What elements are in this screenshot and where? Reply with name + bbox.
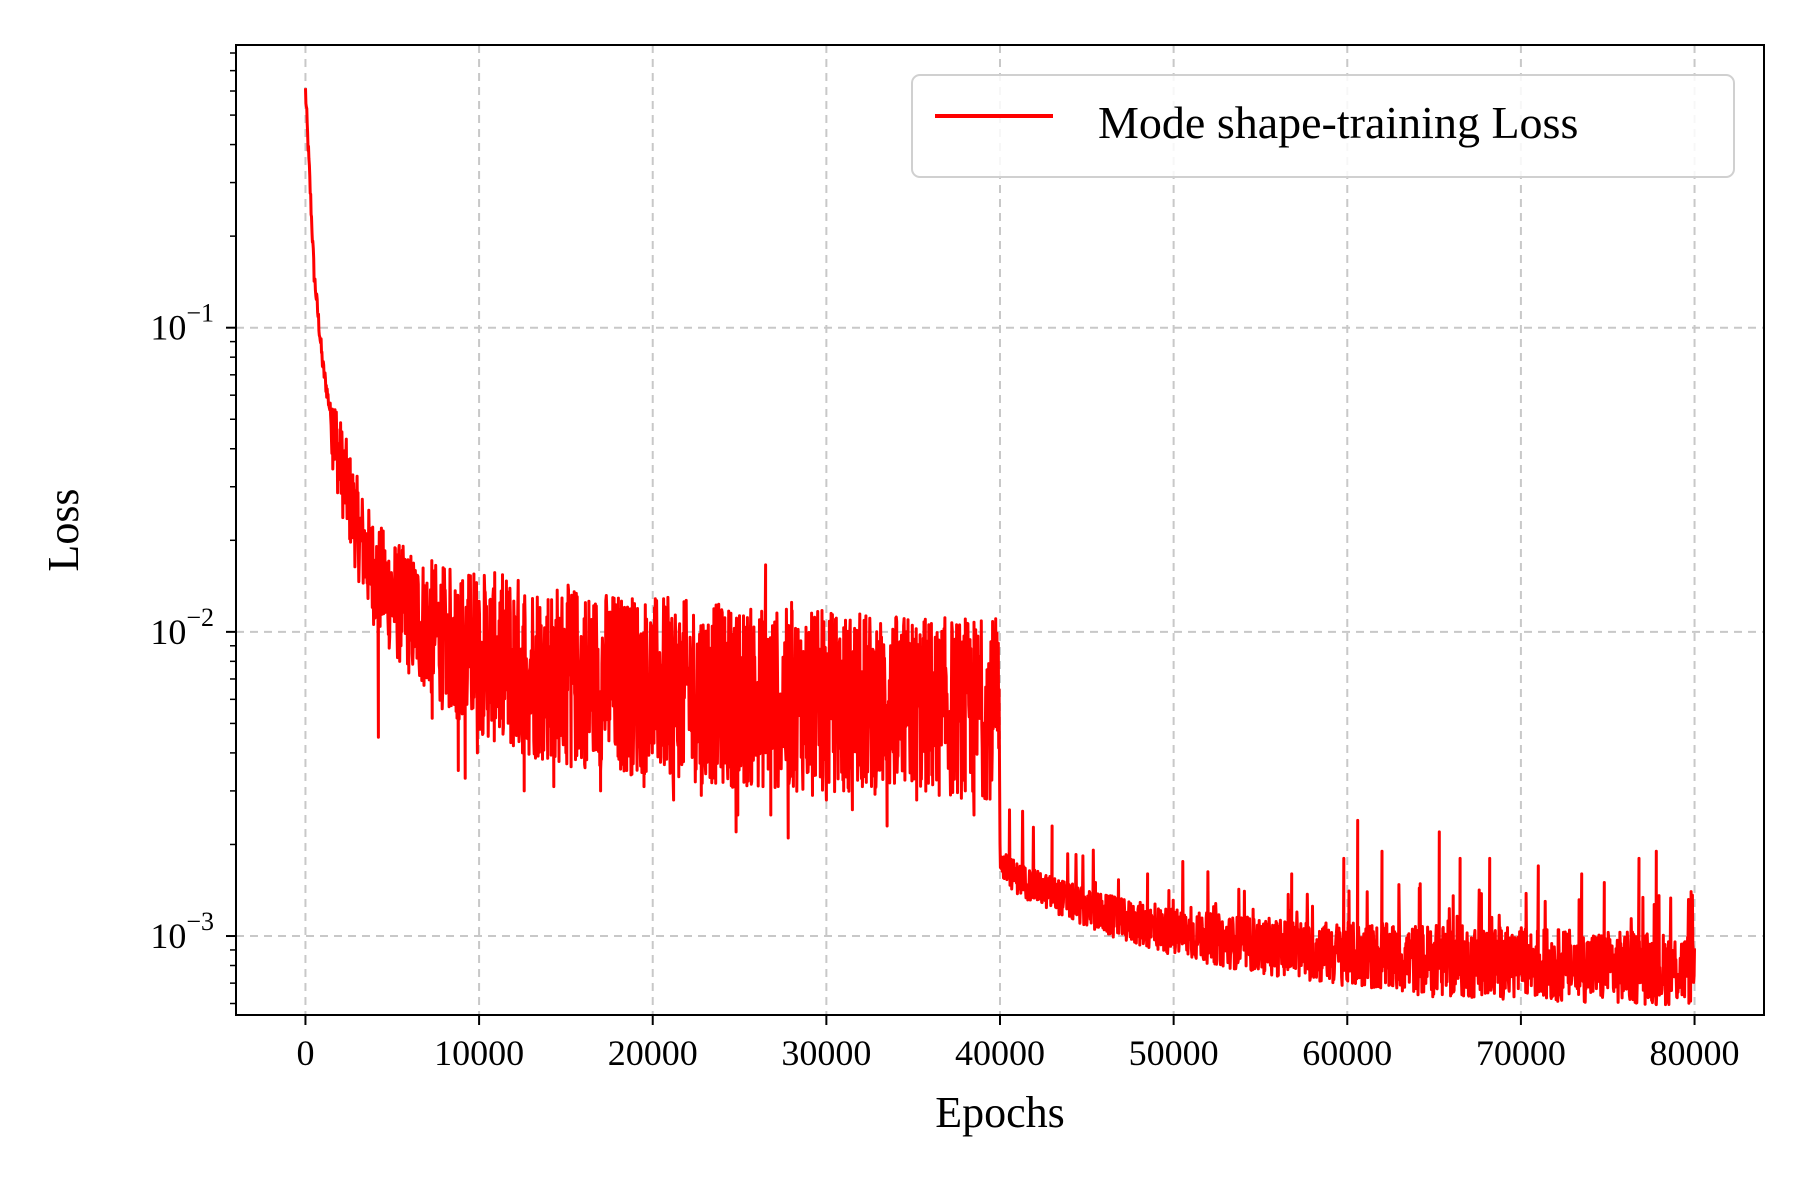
legend-label: Mode shape-training Loss — [1098, 97, 1578, 148]
y-tick-label: 10−2 — [150, 603, 214, 652]
y-tick-label: 10−1 — [150, 299, 214, 348]
x-tick-label: 10000 — [434, 1033, 524, 1073]
x-tick-label: 0 — [296, 1033, 314, 1073]
legend: Mode shape-training Loss — [911, 74, 1735, 178]
grid — [236, 45, 1764, 1015]
x-axis: 0 10000 20000 30000 40000 50000 60000 70000 8000… — [296, 1015, 1740, 1073]
x-tick-label: 70000 — [1476, 1033, 1566, 1073]
x-tick-label: 60000 — [1302, 1033, 1392, 1073]
series-loss — [304, 88, 1696, 1007]
y-axis-label: Loss — [39, 488, 88, 571]
x-tick-label: 20000 — [608, 1033, 698, 1073]
x-tick-label: 80000 — [1650, 1033, 1740, 1073]
y-axis: 10−1 10−2 10−3 — [150, 52, 236, 1005]
x-tick-label: 50000 — [1129, 1033, 1219, 1073]
loss-line — [304, 88, 1696, 1007]
x-axis-label: Epochs — [935, 1088, 1065, 1137]
x-tick-label: 40000 — [955, 1033, 1045, 1073]
legend-box — [911, 74, 1735, 178]
y-tick-label: 10−3 — [150, 907, 214, 956]
x-tick-label: 30000 — [781, 1033, 871, 1073]
